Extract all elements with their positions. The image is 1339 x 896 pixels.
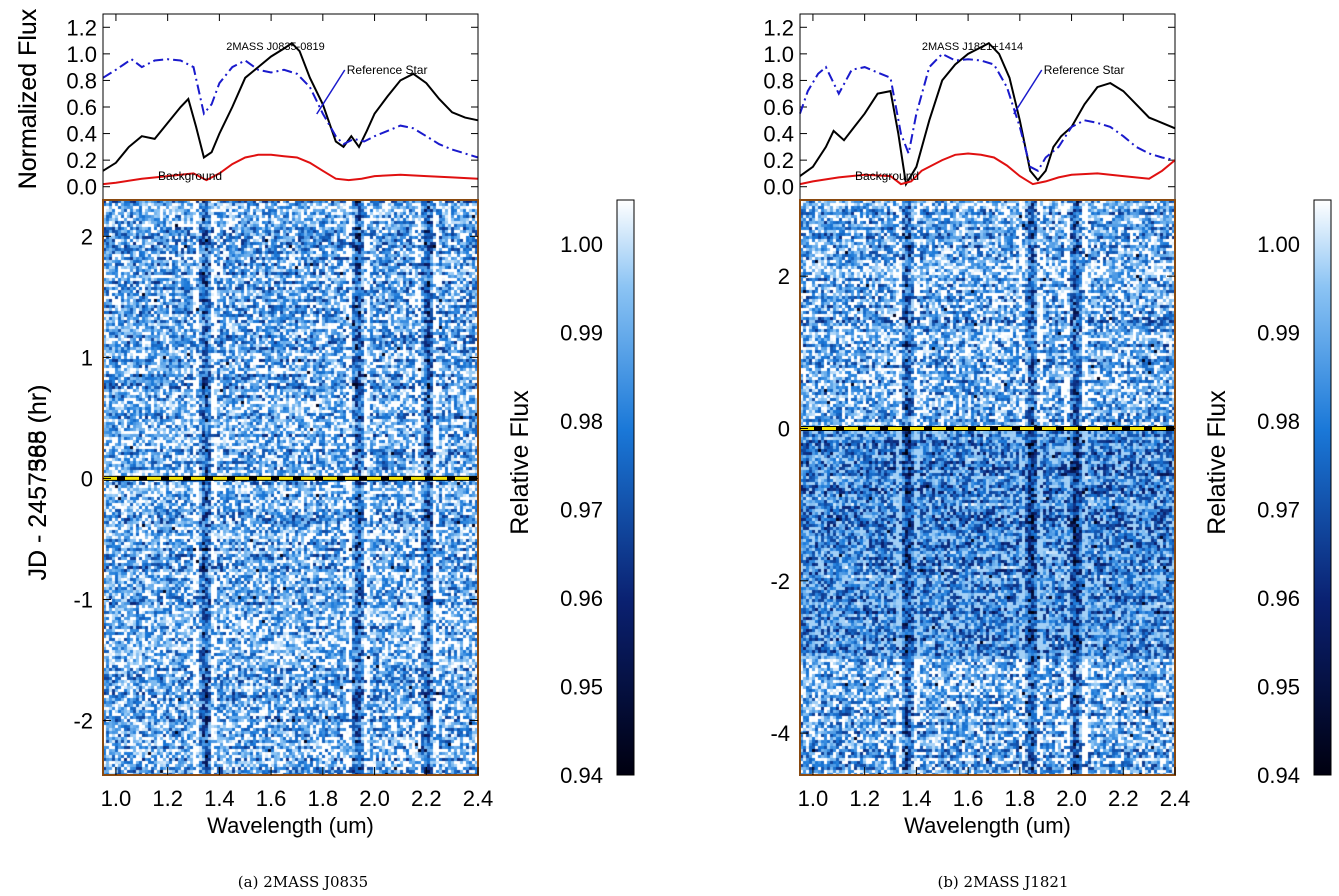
heat-xtick-label: 2.4 bbox=[1160, 786, 1191, 811]
colorbar-tick-label: 0.99 bbox=[1257, 321, 1300, 346]
heat-ylabel: JD - 2457388 (hr) bbox=[24, 385, 52, 581]
series-background bbox=[102, 153, 479, 186]
line-ytick-label: 0.0 bbox=[763, 175, 794, 200]
line-ytick-label: 0.4 bbox=[66, 122, 97, 147]
heat-xtick-label: 1.0 bbox=[101, 786, 132, 811]
heat-ytick-label: 0 bbox=[778, 416, 790, 441]
heatmap-frame bbox=[799, 199, 1176, 776]
heat-xtick-label: 2.0 bbox=[359, 786, 390, 811]
colorbar bbox=[616, 199, 635, 776]
heat-ytick-label: -2 bbox=[73, 709, 93, 734]
heat-ytick-label: -1 bbox=[73, 587, 93, 612]
annotation-background: Background bbox=[158, 169, 222, 183]
series-background bbox=[799, 152, 1176, 186]
annotation-pointer bbox=[316, 69, 346, 115]
colorbar-tick-label: 1.00 bbox=[1257, 232, 1300, 257]
line-ylabel: Normalized Flux bbox=[14, 8, 42, 189]
line-ytick-label: 1.2 bbox=[763, 15, 794, 40]
heat-xlabel: Wavelength (um) bbox=[904, 813, 1071, 838]
heat-xtick-label: 2.0 bbox=[1056, 786, 1087, 811]
heat-xtick-label: 1.0 bbox=[798, 786, 829, 811]
colorbar-tick-label: 0.96 bbox=[1257, 586, 1300, 611]
series-target bbox=[102, 41, 479, 172]
colorbar-tick-label: 0.96 bbox=[560, 586, 603, 611]
heat-xtick-label: 2.2 bbox=[411, 786, 442, 811]
heat-xtick-label: 1.6 bbox=[256, 786, 287, 811]
colorbar-tick-label: 0.97 bbox=[560, 498, 603, 523]
annotation-background: Background bbox=[855, 169, 919, 183]
colorbar-tick-label: 0.97 bbox=[1257, 498, 1300, 523]
colorbar-tick-label: 0.95 bbox=[1257, 675, 1300, 700]
colorbar-label: Relative Flux bbox=[506, 390, 534, 535]
heat-xtick-label: 1.4 bbox=[204, 786, 235, 811]
colorbar-tick-label: 0.99 bbox=[560, 321, 603, 346]
heat-ytick-label: -4 bbox=[770, 721, 790, 746]
line-ytick-label: 1.2 bbox=[66, 15, 97, 40]
heat-ytick-label: 2 bbox=[81, 224, 93, 249]
annotation-reference: Reference Star bbox=[347, 63, 428, 77]
figure-caption: (a) 2MASS J0835 bbox=[238, 873, 368, 891]
line-ytick-label: 0.8 bbox=[66, 68, 97, 93]
colorbar-tick-label: 0.94 bbox=[1257, 763, 1300, 788]
figure-caption: (b) 2MASS J1821 bbox=[937, 873, 1068, 891]
heat-xlabel: Wavelength (um) bbox=[207, 813, 374, 838]
line-ytick-label: 0.6 bbox=[66, 95, 97, 120]
colorbar-tick-label: 1.00 bbox=[560, 232, 603, 257]
colorbar-tick-label: 0.95 bbox=[560, 675, 603, 700]
heatmap-frame bbox=[102, 199, 479, 776]
line-title: 2MASS J0835-0819 bbox=[226, 41, 324, 53]
colorbar-tick-label: 0.98 bbox=[560, 409, 603, 434]
colorbar-tick-label: 0.98 bbox=[1257, 409, 1300, 434]
series-reference bbox=[102, 57, 479, 159]
annotation-pointer bbox=[1013, 69, 1043, 115]
heat-ylabel: JD - 2457565 (hr) bbox=[24, 385, 52, 581]
heat-xtick-label: 1.2 bbox=[849, 786, 880, 811]
line-ytick-label: 0.0 bbox=[66, 175, 97, 200]
heat-xtick-label: 2.4 bbox=[463, 786, 494, 811]
heat-ytick-label: 0 bbox=[81, 466, 93, 491]
heat-ytick-label: 1 bbox=[81, 345, 93, 370]
heat-ytick-label: -2 bbox=[770, 569, 790, 594]
heat-xtick-label: 1.2 bbox=[152, 786, 183, 811]
line-ytick-label: 0.2 bbox=[763, 148, 794, 173]
line-ytick-label: 0.6 bbox=[763, 95, 794, 120]
series-reference bbox=[799, 52, 1176, 173]
line-title: 2MASS J1821+1414 bbox=[922, 41, 1023, 53]
colorbar-label: Relative Flux bbox=[1203, 390, 1231, 535]
annotation-reference: Reference Star bbox=[1044, 63, 1125, 77]
heat-xtick-label: 2.2 bbox=[1108, 786, 1139, 811]
heat-xtick-label: 1.4 bbox=[901, 786, 932, 811]
series-target bbox=[799, 41, 1176, 187]
line-ytick-label: 1.0 bbox=[66, 42, 97, 67]
line-ytick-label: 1.0 bbox=[763, 42, 794, 67]
heat-xtick-label: 1.8 bbox=[1005, 786, 1036, 811]
heat-xtick-label: 1.6 bbox=[953, 786, 984, 811]
colorbar-tick-label: 0.94 bbox=[560, 763, 603, 788]
line-ytick-label: 0.4 bbox=[763, 122, 794, 147]
line-ylabel: Normalized Flux bbox=[14, 8, 42, 189]
colorbar bbox=[1313, 199, 1332, 776]
heat-ytick-label: 2 bbox=[778, 264, 790, 289]
heatmap-image bbox=[800, 200, 1175, 775]
line-ytick-label: 0.2 bbox=[66, 148, 97, 173]
heat-xtick-label: 1.8 bbox=[308, 786, 339, 811]
line-ytick-label: 0.8 bbox=[763, 68, 794, 93]
heatmap-image bbox=[103, 200, 478, 775]
